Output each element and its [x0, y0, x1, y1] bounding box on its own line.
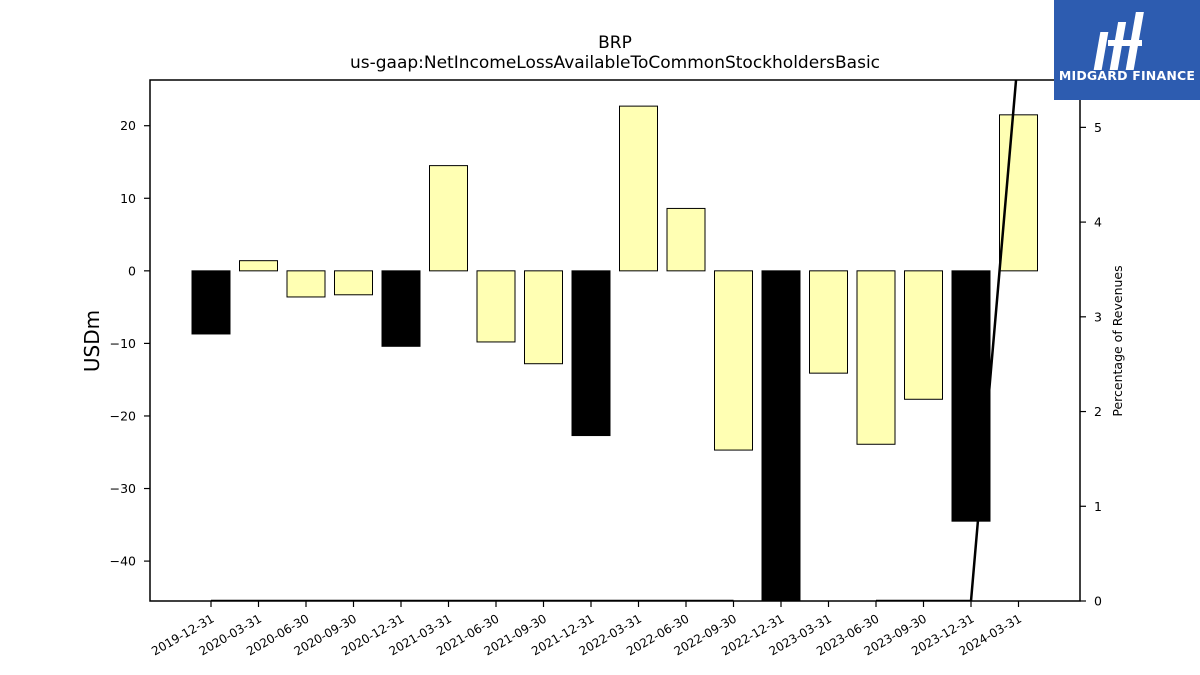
y-tick-label: −20: [110, 408, 136, 423]
bar-series: [191, 105, 1038, 601]
logo-mark-icon: [1093, 12, 1144, 70]
y-axis-left: −40 −30 −20 −10 0 10 20: [110, 118, 150, 569]
y-axis-right: 0 1 2 3 4 5: [1080, 120, 1102, 609]
logo-text: MIDGARD FINANCE: [1058, 68, 1196, 83]
bar-2023-03-31: [809, 270, 848, 374]
y-tick-label: 0: [128, 263, 136, 278]
chart-subtitle: us-gaap:NetIncomeLossAvailableToCommonSt…: [350, 53, 880, 73]
chart-title: BRP: [598, 33, 632, 53]
y2-tick-label: 0: [1094, 594, 1102, 609]
bar-2023-09-30: [904, 270, 943, 400]
y-tick-label: 20: [120, 118, 136, 133]
bar-2022-06-30: [666, 207, 706, 272]
y-tick-label: −40: [110, 554, 136, 569]
bar-2020-03-31: [239, 260, 278, 272]
y-axis-label: USDm: [80, 310, 104, 372]
bar-2020-06-30: [286, 270, 326, 298]
y2-tick-label: 5: [1094, 120, 1102, 135]
bar-2022-12-31: [761, 270, 801, 601]
midgard-finance-logo: MIDGARD FINANCE: [1054, 0, 1200, 100]
y2-axis-label: Percentage of Revenues: [1110, 265, 1125, 416]
y2-tick-label: 2: [1094, 404, 1102, 419]
bar-2021-09-30: [524, 270, 563, 365]
bar-2022-09-30: [714, 270, 753, 451]
bar-2021-12-31: [571, 270, 611, 437]
y2-tick-label: 3: [1094, 309, 1102, 324]
bar-2022-03-31: [619, 105, 658, 272]
y-tick-label: −10: [110, 336, 136, 351]
y2-tick-label: 4: [1094, 215, 1102, 230]
plot-frame: [149, 79, 1081, 602]
line-series: [211, 80, 1018, 601]
bar-2020-09-30: [334, 270, 373, 296]
line-segment: [876, 80, 1018, 601]
y-tick-label: −30: [110, 481, 136, 496]
y2-tick-label: 1: [1094, 499, 1102, 514]
bar-2019-12-31: [191, 270, 231, 335]
bar-2021-06-30: [476, 270, 516, 343]
bar-2020-12-31: [381, 270, 421, 347]
bar-2023-12-31: [951, 270, 991, 522]
bar-2021-03-31: [429, 165, 468, 272]
y-tick-label: 10: [120, 191, 136, 206]
x-axis: 2019-12-312020-03-312020-06-302020-09-30…: [149, 601, 1024, 658]
bar-2023-06-30: [856, 270, 896, 445]
